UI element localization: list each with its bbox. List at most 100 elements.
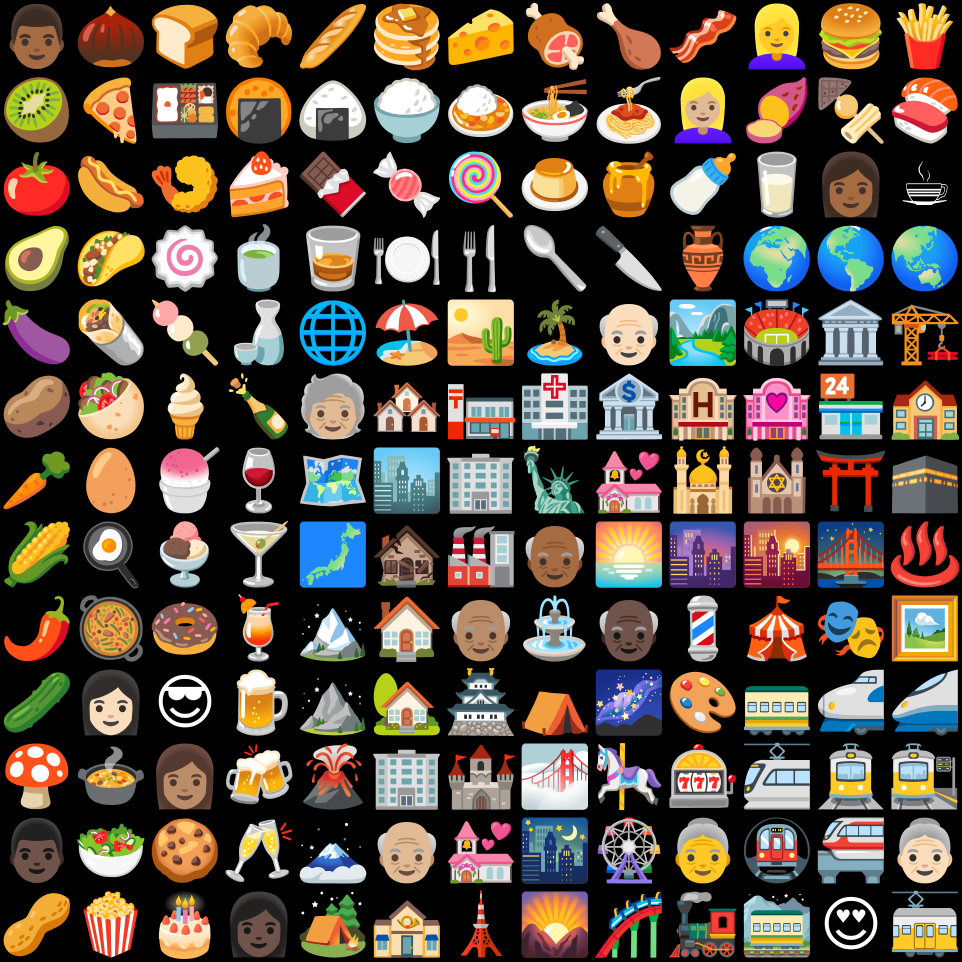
- tropical-drink-icon: 🍹: [222, 594, 296, 664]
- tumbler-glass-icon: 🥃: [296, 224, 370, 294]
- sake-icon: 🍶: [222, 298, 296, 368]
- clinking-beer-mugs-icon: 🍻: [222, 742, 296, 812]
- map-of-japan-icon: 🗾: [296, 520, 370, 590]
- fork-and-knife-icon: 🍴: [444, 224, 518, 294]
- globe-americas-icon: 🌎: [814, 224, 888, 294]
- framed-picture-icon: 🖼️: [888, 594, 962, 664]
- cityscape-at-dusk-icon: 🌆: [666, 520, 740, 590]
- snow-capped-mountain-icon: 🏔️: [296, 594, 370, 664]
- railway-car-icon: 🚃: [740, 668, 814, 738]
- popcorn-icon: 🍿: [74, 890, 148, 960]
- fountain-icon: ⛲: [518, 594, 592, 664]
- man-dark-skin-tone-icon: 👨🏿: [0, 816, 74, 886]
- carousel-horse-icon: 🎠: [592, 742, 666, 812]
- building-construction-icon: 🏗️: [888, 298, 962, 368]
- roasted-sweet-potato-icon: 🍠: [740, 76, 814, 146]
- cucumber-icon: 🥒: [0, 668, 74, 738]
- slot-machine-icon: 🎰: [666, 742, 740, 812]
- light-rail-icon: 🚈: [740, 742, 814, 812]
- sunset-icon: 🌇: [740, 520, 814, 590]
- tram-icon: 🚊: [814, 742, 888, 812]
- station-icon: 🚉: [888, 742, 962, 812]
- old-man-light-skin-tone-icon: 👴🏻: [592, 298, 666, 368]
- hot-pepper-icon: 🌶️: [0, 594, 74, 664]
- pot-of-food-icon: 🍲: [74, 742, 148, 812]
- curry-rice-icon: 🍛: [444, 76, 518, 146]
- hotel-icon: 🏨: [666, 372, 740, 442]
- french-fries-icon: 🍟: [888, 2, 962, 72]
- circus-tent-icon: 🎪: [740, 594, 814, 664]
- post-office-icon: 🏤: [370, 890, 444, 960]
- cocktail-glass-icon: 🍸: [222, 520, 296, 590]
- factory-icon: 🏭: [444, 520, 518, 590]
- pancakes-icon: 🥞: [370, 2, 444, 72]
- smiling-face-with-sunglasses-icon: 😎: [153, 668, 217, 738]
- glass-of-milk-icon: 🥛: [740, 150, 814, 220]
- world-map-icon: 🗺️: [296, 446, 370, 516]
- performing-arts-icon: 🎭: [814, 594, 888, 664]
- shaved-ice-icon: 🍧: [148, 446, 222, 516]
- wedding-icon: 💒: [592, 446, 666, 516]
- clinking-glasses-icon: 🥂: [222, 816, 296, 886]
- artist-palette-icon: 🎨: [666, 668, 740, 738]
- potato-icon: 🥔: [0, 372, 74, 442]
- shortcake-icon: 🍰: [222, 150, 296, 220]
- kaaba-icon: 🕋: [888, 446, 962, 516]
- bread-icon: 🍞: [148, 2, 222, 72]
- hot-springs-icon: ♨️: [888, 520, 962, 590]
- houses-icon: 🏘️: [370, 372, 444, 442]
- person-blond-hair-light-skin-tone-icon: 👱🏼‍♀️: [666, 76, 740, 146]
- ferris-wheel-icon: 🎡: [592, 816, 666, 886]
- croissant-icon: 🥐: [222, 2, 296, 72]
- old-woman-light-skin-tone-icon: 👵🏻: [888, 816, 962, 886]
- old-man-dark-skin-tone-2-icon: 👴🏿: [592, 594, 666, 664]
- metro-icon: 🚇: [740, 816, 814, 886]
- stadium-icon: 🏟️: [740, 298, 814, 368]
- eggplant-icon: 🍆: [0, 298, 74, 368]
- night-with-stars-icon: 🌃: [518, 816, 592, 886]
- roller-coaster-icon: 🎢: [592, 890, 666, 960]
- barber-pole-icon: 💈: [666, 594, 740, 664]
- steaming-bowl-icon: 🍜: [518, 76, 592, 146]
- woman-blond-hair-icon: 👱‍♀️: [740, 2, 814, 72]
- rice-ball-icon: 🍙: [296, 76, 370, 146]
- fork-and-knife-with-plate-icon: 🍽️: [370, 224, 444, 294]
- ear-of-corn-icon: 🌽: [0, 520, 74, 590]
- amphora-icon: 🏺: [666, 224, 740, 294]
- oden-icon: 🍢: [814, 76, 888, 146]
- bottle-with-popping-cork-icon: 🍾: [222, 372, 296, 442]
- custard-icon: 🍮: [518, 150, 592, 220]
- old-man-light-skin-tone-2-icon: 👴🏼: [370, 816, 444, 886]
- old-man-dark-skin-tone-icon: 👴🏾: [518, 520, 592, 590]
- japanese-castle-icon: 🏯: [444, 668, 518, 738]
- house-with-garden-icon: 🏡: [370, 668, 444, 738]
- sunrise-icon: 🌅: [592, 520, 666, 590]
- volcano-icon: 🌋: [296, 742, 370, 812]
- beach-with-umbrella-icon: 🏖️: [370, 298, 444, 368]
- european-castle-icon: 🏰: [444, 742, 518, 812]
- teacup-without-handle-icon: 🍵: [222, 224, 296, 294]
- bridge-at-night-icon: 🌉: [814, 520, 888, 590]
- tokyo-tower-icon: 🗼: [444, 890, 518, 960]
- foggy-icon: 🌁: [518, 742, 592, 812]
- soft-ice-cream-icon: 🍦: [148, 372, 222, 442]
- bacon-icon: 🥓: [666, 2, 740, 72]
- green-salad-icon: 🥗: [74, 816, 148, 886]
- school-icon: 🏫: [888, 372, 962, 442]
- hot-dog-icon: 🌭: [74, 150, 148, 220]
- avocado-icon: 🥑: [0, 224, 74, 294]
- dango-icon: 🍡: [148, 298, 222, 368]
- peanuts-icon: 🥜: [0, 890, 74, 960]
- kitchen-knife-icon: 🔪: [592, 224, 666, 294]
- spaghetti-icon: 🍝: [592, 76, 666, 146]
- birthday-cake-icon: 🎂: [148, 890, 222, 960]
- tomato-icon: 🍅: [0, 150, 74, 220]
- woman-medium-dark-skin-tone-icon: 👩🏾: [814, 150, 888, 220]
- man-medium-dark-skin-tone-icon: 👨🏾: [0, 2, 74, 72]
- cooking-icon: 🍳: [74, 520, 148, 590]
- tram-car-icon: 🚋: [888, 890, 962, 960]
- sushi-icon: 🍣: [888, 76, 962, 146]
- woman-medium-skin-tone-icon: 👩🏽: [148, 742, 222, 812]
- wedding-chapel-icon: 💒: [444, 816, 518, 886]
